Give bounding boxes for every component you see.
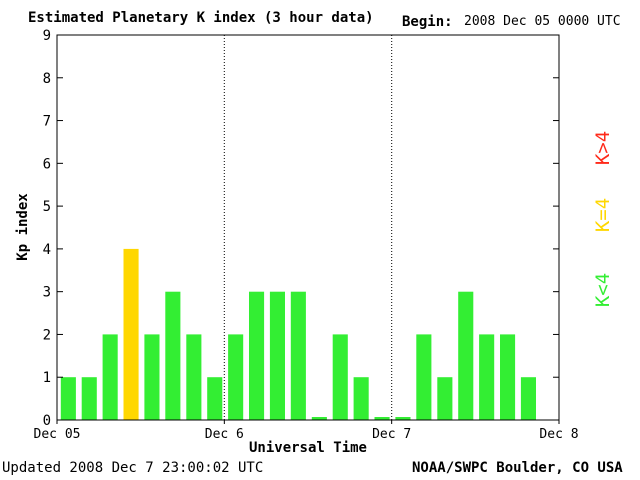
legend-entry: K>4 (592, 131, 614, 165)
source-credit: NOAA/SWPC Boulder, CO USA (412, 460, 623, 476)
begin-label: Begin: (402, 14, 453, 30)
y-tick-label: 9 (43, 28, 51, 44)
kp-bar (353, 377, 369, 420)
x-tick-label: Dec 05 (34, 427, 81, 442)
legend: K<4 K=4 K>4 (592, 131, 614, 307)
x-axis-ticks: Dec 05 Dec 6 Dec 7 Dec 8 (34, 420, 579, 442)
kp-bar (437, 377, 453, 420)
y-axis-ticks: 0 1 2 3 4 5 6 7 8 9 (43, 28, 559, 429)
y-tick-label: 3 (43, 285, 51, 301)
kp-bar (207, 377, 223, 420)
day-separators (223, 35, 393, 420)
kp-bar (458, 291, 474, 420)
kp-bar (311, 417, 327, 420)
y-tick-label: 2 (43, 327, 51, 343)
kp-bar (332, 334, 348, 420)
kp-bar (102, 334, 118, 420)
bars-group (60, 248, 536, 420)
y-tick-label: 4 (43, 242, 51, 258)
x-axis-label: Universal Time (249, 440, 367, 456)
kp-bar (165, 291, 181, 420)
y-tick-label: 6 (43, 156, 51, 172)
x-tick-label: Dec 6 (205, 427, 244, 442)
updated-timestamp: Updated 2008 Dec 7 23:00:02 UTC (2, 460, 264, 476)
y-tick-label: 8 (43, 71, 51, 87)
kp-bar (395, 417, 411, 420)
y-tick-label: 0 (43, 413, 51, 429)
y-tick-label: 5 (43, 199, 51, 215)
kp-bar (269, 291, 285, 420)
begin-value: 2008 Dec 05 0000 UTC (464, 14, 621, 29)
kp-bar (60, 377, 76, 420)
kp-bar (479, 334, 495, 420)
kp-bar (228, 334, 244, 420)
kp-bar (520, 377, 536, 420)
kp-bar (416, 334, 432, 420)
y-tick-label: 1 (43, 370, 51, 386)
kp-bar (144, 334, 160, 420)
y-tick-label: 7 (43, 114, 51, 130)
x-tick-label: Dec 7 (372, 427, 411, 442)
x-tick-label: Dec 8 (539, 427, 578, 442)
kp-bar (249, 291, 265, 420)
kp-bar (186, 334, 202, 420)
legend-entry: K<4 (592, 273, 614, 307)
kp-bar (290, 291, 306, 420)
y-axis-label: Kp index (15, 193, 31, 261)
kp-bar (500, 334, 516, 420)
plot-frame (56, 34, 560, 421)
kp-bar (123, 248, 139, 420)
chart-title: Estimated Planetary K index (3 hour data… (28, 10, 374, 26)
kp-bar (374, 417, 390, 420)
legend-entry: K=4 (592, 198, 614, 232)
kp-bar (81, 377, 97, 420)
